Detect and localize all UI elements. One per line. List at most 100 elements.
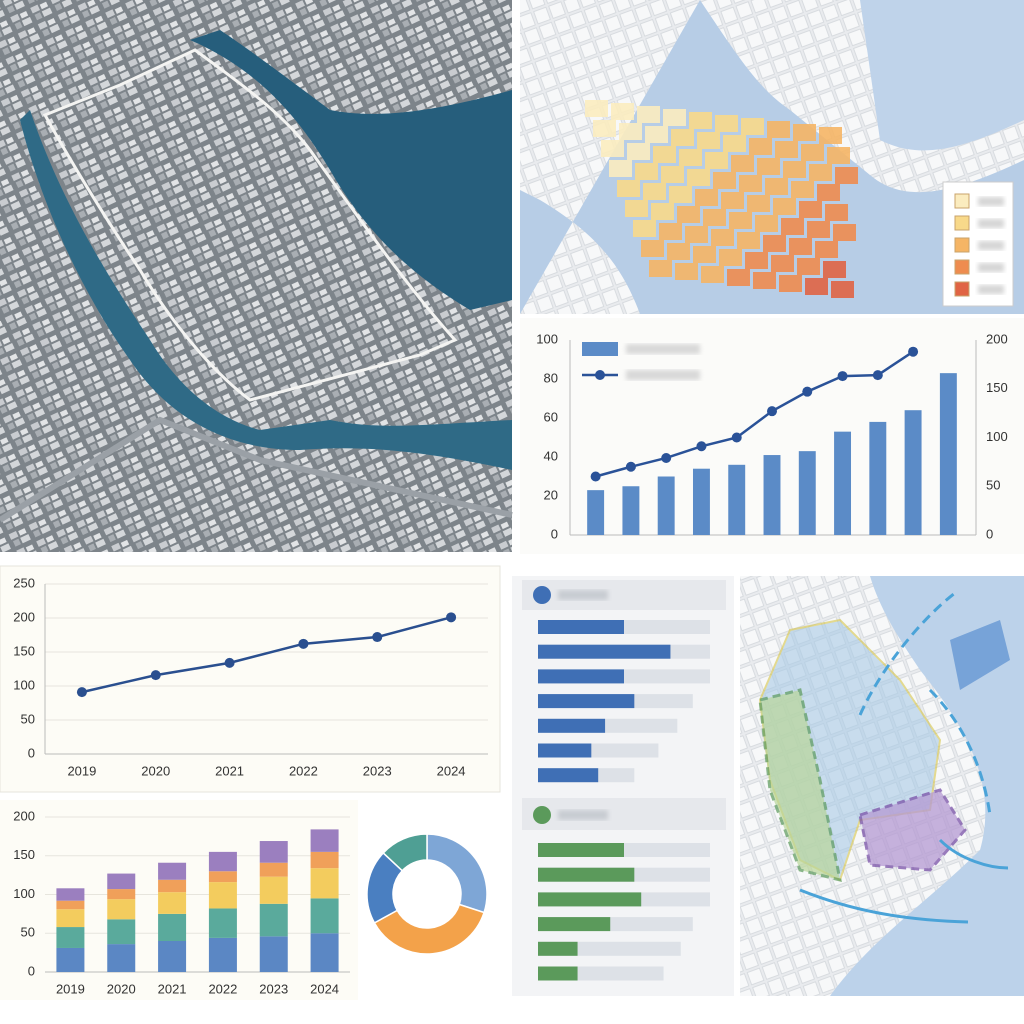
y-tick-label: 60 <box>544 409 558 424</box>
heat-cell <box>809 164 832 181</box>
heat-cell <box>757 158 780 175</box>
y-tick-label: 40 <box>544 448 558 463</box>
bar-segment <box>208 871 237 883</box>
donut-slice <box>426 833 488 914</box>
blurred-label <box>626 344 700 354</box>
heat-cell <box>771 255 794 272</box>
bar <box>538 917 611 932</box>
bar-segment <box>310 933 339 972</box>
legend-swatch <box>954 259 970 275</box>
bar <box>538 966 578 981</box>
bar <box>538 867 635 882</box>
heat-cell <box>677 206 700 223</box>
heat-cell <box>635 163 658 180</box>
blurred-label <box>978 263 1004 272</box>
donut-slice <box>373 903 486 955</box>
heat-cell <box>827 147 850 164</box>
heat-cell <box>773 198 796 215</box>
canal <box>20 110 512 470</box>
bar <box>904 410 922 535</box>
heat-cell <box>763 235 786 252</box>
bar <box>622 486 640 535</box>
y-tick-label: 0 <box>551 526 558 541</box>
heat-cell <box>593 120 616 137</box>
bar-segment <box>208 908 237 938</box>
heat-cell <box>697 132 720 149</box>
legend-swatch <box>954 215 970 231</box>
point <box>224 657 235 668</box>
heat-cell <box>781 218 804 235</box>
bar-segment <box>56 900 85 910</box>
heat-cell <box>831 281 854 298</box>
y-tick-label: 0 <box>986 526 993 541</box>
heat-cell <box>645 126 668 143</box>
y-tick-label: 200 <box>986 331 1008 346</box>
x-tick-label: 2020 <box>107 981 136 996</box>
bar <box>692 468 710 535</box>
heat-cell <box>625 200 648 217</box>
list-header <box>522 580 726 610</box>
y-tick-label: 100 <box>13 886 35 901</box>
heat-cell <box>791 181 814 198</box>
heat-cells <box>585 100 858 298</box>
point <box>590 471 601 482</box>
x-tick-label: 2021 <box>215 763 244 778</box>
flow-arrow <box>928 688 992 816</box>
bar <box>939 373 957 535</box>
bar-segment <box>56 927 85 948</box>
heat-cell <box>825 204 848 221</box>
bar-segment <box>259 876 288 904</box>
list-icon <box>533 586 551 604</box>
bar-segment <box>107 899 136 920</box>
heat-cell <box>651 203 674 220</box>
heat-cell <box>689 112 712 129</box>
donut-slice <box>382 833 428 872</box>
zone-green <box>758 688 842 883</box>
heat-cell <box>817 184 840 201</box>
y-tick-label: 50 <box>21 925 35 940</box>
bar-segment <box>158 892 187 914</box>
highway <box>0 416 513 523</box>
bar-segment <box>107 919 136 945</box>
x-tick-label: 2019 <box>56 981 85 996</box>
x-tick-label: 2024 <box>437 763 466 778</box>
heat-cell <box>723 135 746 152</box>
heat-cell <box>611 103 634 120</box>
heat-cell <box>775 141 798 158</box>
heat-cell <box>789 238 812 255</box>
heat-cell <box>783 161 806 178</box>
x-tick-label: 2020 <box>141 763 170 778</box>
x-tick-label: 2022 <box>289 763 318 778</box>
heat-cell <box>675 263 698 280</box>
heat-cell <box>749 138 772 155</box>
heat-cell <box>701 266 724 283</box>
bar <box>538 843 624 857</box>
heat-cell <box>633 220 656 237</box>
heat-cell <box>661 166 684 183</box>
river <box>190 30 512 310</box>
x-tick-label: 2022 <box>208 981 237 996</box>
blurred-label <box>558 590 608 600</box>
bar <box>728 464 746 535</box>
water <box>830 576 1024 996</box>
heat-cell <box>835 167 858 184</box>
blurred-label <box>558 810 608 820</box>
heat-cell <box>627 143 650 160</box>
heat-cell <box>669 186 692 203</box>
y-tick-label: 50 <box>986 478 1000 493</box>
zone-purple <box>858 788 967 872</box>
heat-cell <box>667 243 690 260</box>
blurred-label <box>978 197 1004 206</box>
bar <box>763 455 781 535</box>
heat-cell <box>719 249 742 266</box>
heat-cell <box>601 140 624 157</box>
y-tick-label: 20 <box>544 487 558 502</box>
point <box>837 371 848 382</box>
heat-cell <box>653 146 676 163</box>
x-tick-label: 2023 <box>259 981 288 996</box>
bar-segment <box>107 944 136 972</box>
bar-segment <box>208 937 237 972</box>
legend-point <box>595 370 605 380</box>
heat-cell <box>713 172 736 189</box>
